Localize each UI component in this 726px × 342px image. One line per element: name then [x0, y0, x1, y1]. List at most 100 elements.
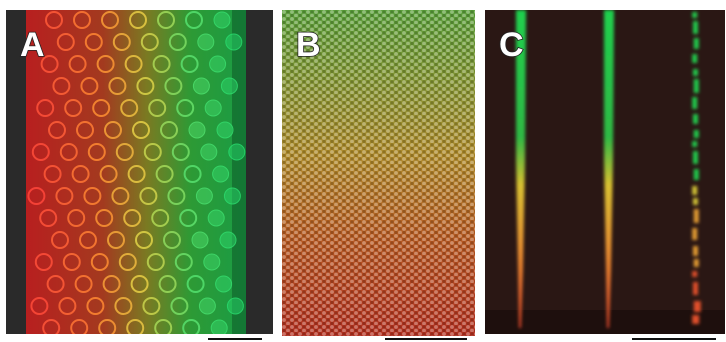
capillary-segment	[693, 169, 699, 180]
droplet-ring	[151, 209, 170, 227]
capillary-segment	[693, 151, 698, 164]
droplet-ring	[79, 231, 97, 249]
droplet-ring	[123, 209, 142, 227]
droplet-ring	[71, 165, 90, 183]
droplet-ring	[200, 143, 218, 161]
droplet-ring	[174, 253, 193, 271]
droplet-ring	[182, 319, 201, 334]
droplet-ring	[203, 253, 221, 271]
capillary-segment	[692, 54, 698, 63]
droplet-ring	[158, 275, 177, 293]
droplet-ring	[220, 77, 238, 95]
droplet-ring	[73, 11, 91, 29]
droplet-ring	[64, 99, 83, 117]
droplet-ring	[192, 77, 210, 95]
droplet-ring	[198, 297, 216, 315]
scale-bar-b	[385, 338, 467, 340]
droplet-ring	[180, 55, 199, 73]
droplet-ring	[148, 99, 167, 117]
capillary-segment	[692, 12, 698, 18]
panel-label-b: B	[295, 26, 321, 64]
droplet-ring	[108, 77, 127, 95]
scale-bar-c	[632, 338, 716, 340]
droplet-ring	[171, 143, 190, 161]
droplet-ring	[129, 11, 147, 29]
droplet-ring	[168, 33, 187, 51]
droplet-ring	[215, 275, 233, 293]
droplet-ring	[124, 55, 143, 73]
droplet-ring	[186, 275, 205, 293]
droplet-ring	[126, 319, 145, 334]
droplet-ring	[155, 165, 174, 183]
droplet-ring	[163, 231, 181, 249]
droplet-ring	[179, 209, 198, 227]
capillary-segment	[692, 228, 698, 240]
droplet-ring	[136, 77, 155, 95]
droplet-ring	[223, 187, 241, 205]
droplet-ring	[127, 165, 146, 183]
droplet-ring	[135, 231, 153, 249]
droplet-ring	[170, 297, 189, 315]
droplet-ring	[31, 143, 50, 161]
droplet-ring	[43, 165, 62, 183]
capillary-segment	[692, 186, 698, 195]
droplet-ring	[98, 319, 117, 334]
droplet-ring	[216, 121, 234, 139]
droplet-ring	[58, 297, 77, 315]
capillary-segment	[693, 21, 698, 34]
droplet-ring	[114, 297, 133, 315]
droplet-ring	[212, 165, 230, 183]
droplet-ring	[120, 99, 139, 117]
droplet-ring	[86, 297, 105, 315]
droplet-rings	[27, 11, 246, 334]
droplet-ring	[207, 209, 225, 227]
droplet-ring	[87, 143, 106, 161]
capillary-segment	[693, 259, 699, 267]
droplet-ring	[154, 319, 173, 334]
droplet-ring	[111, 187, 130, 205]
droplet-ring	[143, 143, 162, 161]
capillary-segment	[692, 271, 698, 277]
droplet-ring	[99, 165, 118, 183]
panel-c-image	[485, 10, 725, 334]
droplet-ring	[55, 187, 74, 205]
droplet-ring	[84, 33, 103, 51]
droplet-ring	[160, 121, 178, 139]
capillary-segment	[692, 97, 698, 109]
droplet-ring	[140, 33, 159, 51]
droplet-ring	[101, 11, 119, 29]
droplet-ring	[36, 99, 55, 117]
droplet-ring	[185, 11, 203, 29]
droplet-ring	[34, 253, 53, 271]
capillary-segment	[693, 209, 699, 223]
droplet-ring	[209, 55, 227, 73]
droplet-ring	[51, 231, 69, 249]
capillary-segment	[693, 282, 698, 295]
droplet-ring	[157, 11, 175, 29]
droplet-ring	[102, 275, 121, 293]
droplet-ring	[183, 165, 202, 183]
droplet-ring	[46, 275, 65, 293]
capillary-3	[692, 12, 701, 324]
droplet-ring	[139, 187, 158, 205]
droplet-ring	[92, 99, 111, 117]
capillary-segment	[692, 141, 698, 147]
panel-label-c: C	[498, 26, 524, 64]
droplet-ring	[195, 187, 213, 205]
capillary-segment	[693, 130, 699, 138]
droplet-ring	[95, 209, 114, 227]
droplet-ring	[228, 143, 246, 161]
capillary-segment	[693, 38, 699, 49]
droplet-ring	[191, 231, 209, 249]
droplet-ring	[67, 209, 86, 227]
droplet-ring	[56, 33, 75, 51]
panel-label-a: A	[19, 26, 45, 64]
droplet-ring	[90, 253, 109, 271]
droplet-ring	[107, 231, 125, 249]
droplet-ring	[132, 121, 150, 139]
droplet-ring	[83, 187, 102, 205]
droplet-ring	[213, 11, 231, 29]
droplet-ring	[188, 121, 206, 139]
droplet-ring	[210, 319, 228, 334]
droplet-ring	[142, 297, 161, 315]
